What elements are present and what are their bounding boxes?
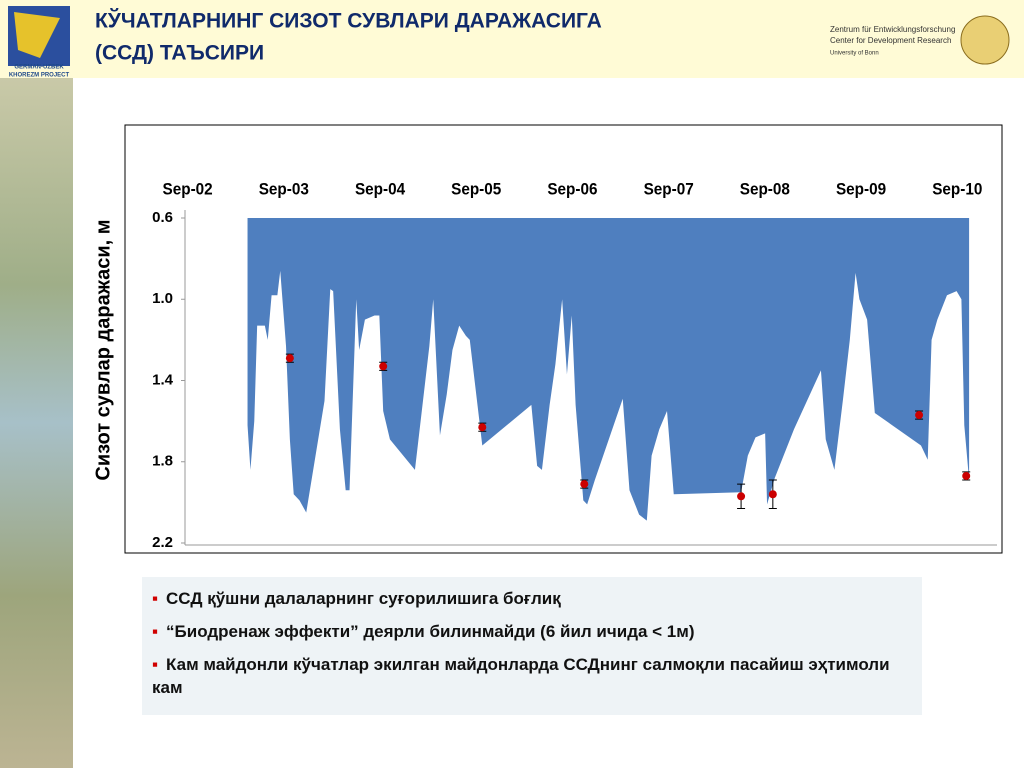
x-tick-label: Sep-06 bbox=[547, 180, 597, 199]
bullet: ССД қўшни далаларнинг суғорилишига боғли… bbox=[152, 587, 912, 610]
logo-text: Center for Development Research bbox=[830, 36, 951, 45]
title: КЎЧАТЛАРНИНГ СИЗОТ СУВЛАРИ ДАРАЖАСИГА bbox=[95, 9, 602, 33]
point bbox=[580, 480, 589, 489]
x-tick-label: Sep-05 bbox=[451, 180, 501, 199]
bullet-box: ССД қўшни далаларнинг суғорилишига боғли… bbox=[142, 577, 922, 715]
y-tick-label: 2.2 bbox=[152, 534, 173, 551]
title: (ССД) ТАЪСИРИ bbox=[95, 42, 264, 65]
point bbox=[379, 362, 388, 371]
y-tick-label: 1.4 bbox=[152, 371, 174, 388]
point bbox=[915, 411, 924, 420]
logo-text: GERMAN-UZBEK bbox=[14, 65, 64, 71]
x-tick-label: Sep-07 bbox=[644, 180, 694, 199]
plot: 0.6 1.0 1.4 1.8 2.2 Sep-02 Sep-03 Sep-04 Sep-05 S… bbox=[152, 180, 997, 551]
header-band bbox=[0, 0, 1024, 78]
logo-text: Zentrum für Entwicklungsforschung bbox=[830, 25, 955, 34]
point bbox=[962, 471, 971, 480]
x-tick-label: Sep-08 bbox=[740, 180, 790, 199]
logo-text: University of Bonn bbox=[830, 51, 879, 57]
chart-frame bbox=[124, 124, 1003, 554]
x-tick-label: Sep-02 bbox=[163, 180, 213, 199]
logo-shape bbox=[14, 12, 60, 58]
logo-right bbox=[960, 15, 1010, 65]
area bbox=[247, 218, 970, 521]
point bbox=[737, 492, 746, 501]
point bbox=[768, 490, 777, 499]
y-tick-label: 0.6 bbox=[152, 209, 173, 226]
y-tick-label: 1.8 bbox=[152, 453, 173, 470]
x-tick-label: Sep-03 bbox=[259, 180, 309, 199]
bullet: Кам майдонли кўчатлар экилган майдонлард… bbox=[152, 653, 912, 699]
x-tick-label: Sep-10 bbox=[932, 180, 982, 199]
bullet: “Биодренаж эффекти” деярли билинмайди (6… bbox=[152, 620, 912, 643]
y-axis-label: Сизот сувлар даражаси, м bbox=[92, 219, 114, 480]
y-tick-label: 1.0 bbox=[152, 290, 173, 307]
logo-text: KHOREZM PROJECT bbox=[9, 73, 70, 79]
side-photo bbox=[0, 78, 73, 768]
x-tick-label: Sep-09 bbox=[836, 180, 886, 199]
point bbox=[478, 423, 487, 432]
x-tick-label: Sep-04 bbox=[355, 180, 405, 199]
point bbox=[285, 354, 294, 363]
